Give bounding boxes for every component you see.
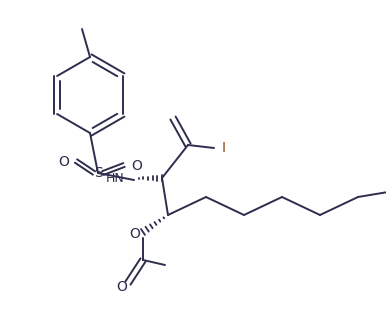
Text: O: O (117, 280, 127, 294)
Text: HN: HN (105, 172, 124, 184)
Text: I: I (222, 141, 226, 155)
Text: S: S (94, 166, 102, 180)
Text: O: O (130, 227, 141, 241)
Text: O: O (132, 159, 142, 173)
Text: O: O (59, 155, 69, 169)
